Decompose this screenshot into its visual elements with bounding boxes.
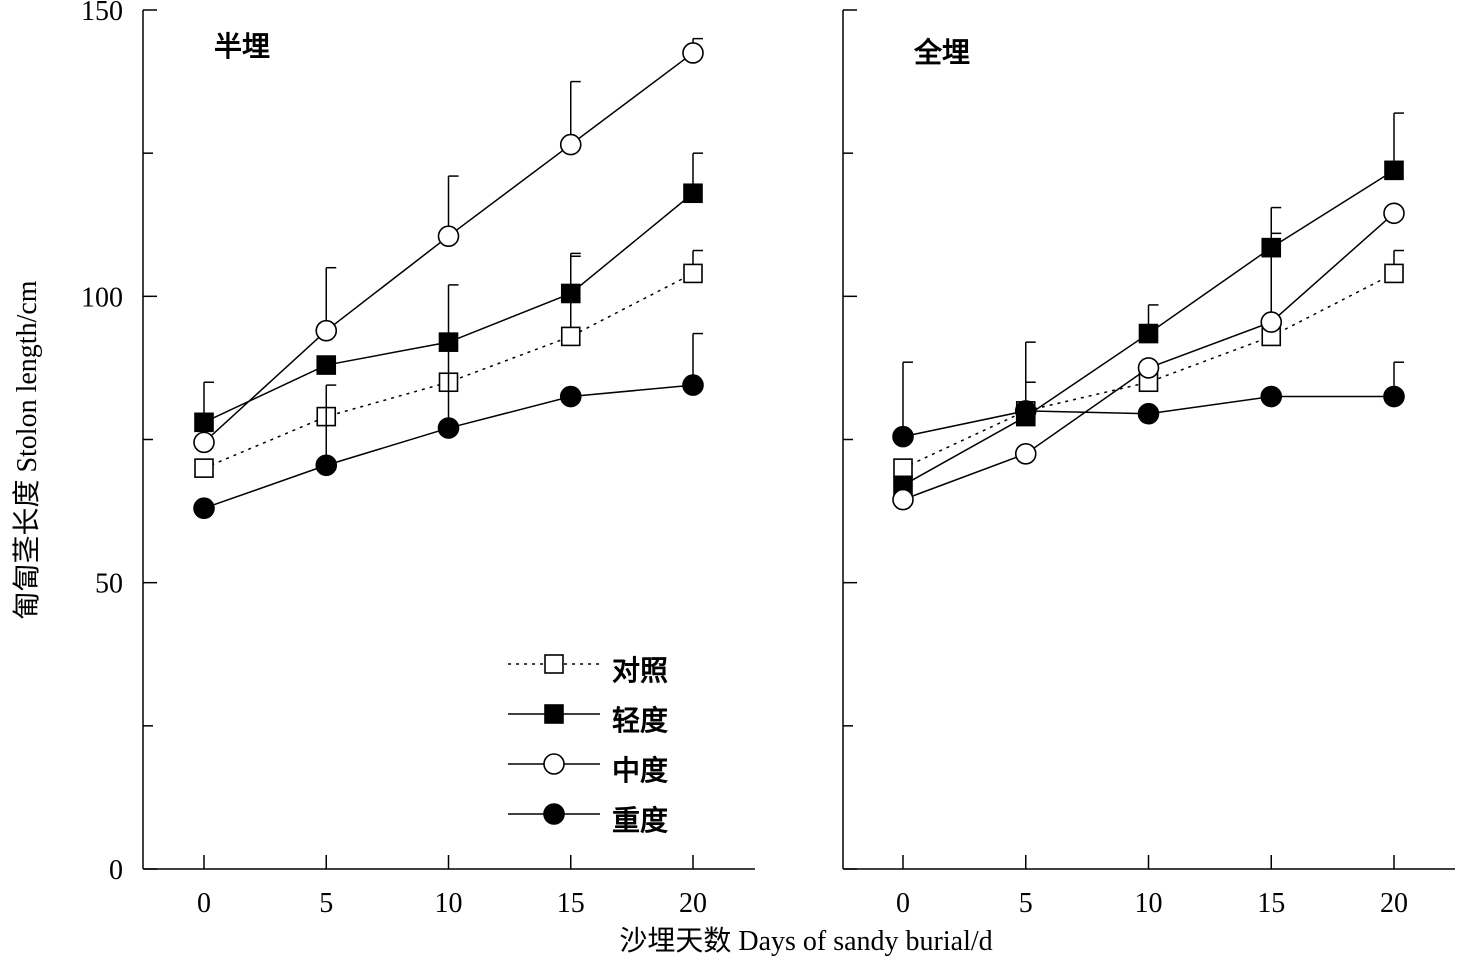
x-tick-label-1-3: 15 xyxy=(1257,888,1285,919)
x-tick-label-0-1: 5 xyxy=(319,888,333,919)
legend-label-control: 对照 xyxy=(612,655,668,687)
point-1-heavy-3 xyxy=(1260,385,1283,408)
point-0-moderate-4 xyxy=(682,42,704,64)
point-0-control-3 xyxy=(560,326,581,347)
point-1-heavy-0 xyxy=(892,425,914,448)
point-1-moderate-4 xyxy=(1383,202,1405,225)
y-tick-label-3: 150 xyxy=(81,0,123,27)
axes-layer: 0 50 100 150 0 5 10 15 20 0 5 10 15 20 xyxy=(81,0,1455,919)
y-tick-label-0: 0 xyxy=(109,855,123,886)
point-1-moderate-3 xyxy=(1260,311,1283,333)
y-axis-title: 匍匐茎长度 Stolon length/cm xyxy=(11,280,43,619)
x-tick-label-0-0: 0 xyxy=(197,888,211,919)
point-0-light-0 xyxy=(194,412,214,433)
x-tick-label-0-4: 20 xyxy=(679,888,707,919)
point-1-heavy-2 xyxy=(1137,402,1160,425)
x-tick-label-1-4: 20 xyxy=(1380,888,1408,919)
point-0-moderate-1 xyxy=(315,319,338,342)
point-0-moderate-3 xyxy=(559,133,582,156)
series-line-1-moderate xyxy=(902,212,1395,501)
series-layer xyxy=(193,37,1405,520)
point-0-heavy-4 xyxy=(682,374,704,396)
panel-title-full: 全埋 xyxy=(913,36,970,69)
legend-marker-moderate xyxy=(543,753,565,775)
point-0-heavy-2 xyxy=(437,417,460,439)
point-1-light-4 xyxy=(1384,160,1404,181)
y-tick-label-1: 50 xyxy=(95,569,123,600)
text-layer: 匍匐茎长度 Stolon length/cm 沙埋天数 Days of sand… xyxy=(11,31,993,957)
x-tick-label-1-0: 0 xyxy=(896,888,910,919)
point-0-light-3 xyxy=(560,283,581,304)
point-0-heavy-1 xyxy=(315,454,338,477)
legend-label-light: 轻度 xyxy=(612,705,668,737)
legend-marker-light xyxy=(544,704,564,724)
legend-label-heavy: 重度 xyxy=(612,805,668,837)
point-0-control-0 xyxy=(194,458,214,478)
point-0-control-4 xyxy=(683,263,703,284)
point-1-control-0 xyxy=(893,458,913,478)
panel-title-half: 半埋 xyxy=(214,31,270,63)
point-0-heavy-3 xyxy=(559,385,582,408)
series-line-0-control xyxy=(203,272,694,469)
point-0-light-4 xyxy=(683,183,703,204)
point-1-heavy-1 xyxy=(1014,400,1037,422)
point-1-moderate-1 xyxy=(1014,443,1037,465)
point-0-moderate-0 xyxy=(193,431,215,454)
point-1-control-4 xyxy=(1384,263,1404,284)
legend-marker-control xyxy=(544,654,564,674)
series-line-1-control xyxy=(902,272,1395,469)
x-tick-label-0-2: 10 xyxy=(435,888,463,919)
point-1-heavy-4 xyxy=(1383,385,1405,408)
x-axis-title: 沙埋天数 Days of sandy burial/d xyxy=(619,925,992,957)
legend-marker-heavy xyxy=(543,803,565,825)
y-tick-label-2: 100 xyxy=(81,282,123,313)
point-0-heavy-0 xyxy=(193,497,215,520)
x-tick-label-0-3: 15 xyxy=(557,888,585,919)
x-tick-label-1-2: 10 xyxy=(1135,888,1163,919)
x-tick-label-1-1: 5 xyxy=(1019,888,1033,919)
point-1-moderate-2 xyxy=(1137,357,1160,379)
point-0-light-1 xyxy=(316,355,337,375)
legend-label-moderate: 中度 xyxy=(612,755,668,787)
point-0-moderate-2 xyxy=(437,225,460,248)
point-1-light-3 xyxy=(1261,237,1282,258)
point-1-moderate-0 xyxy=(892,488,914,511)
point-1-light-2 xyxy=(1138,323,1159,344)
